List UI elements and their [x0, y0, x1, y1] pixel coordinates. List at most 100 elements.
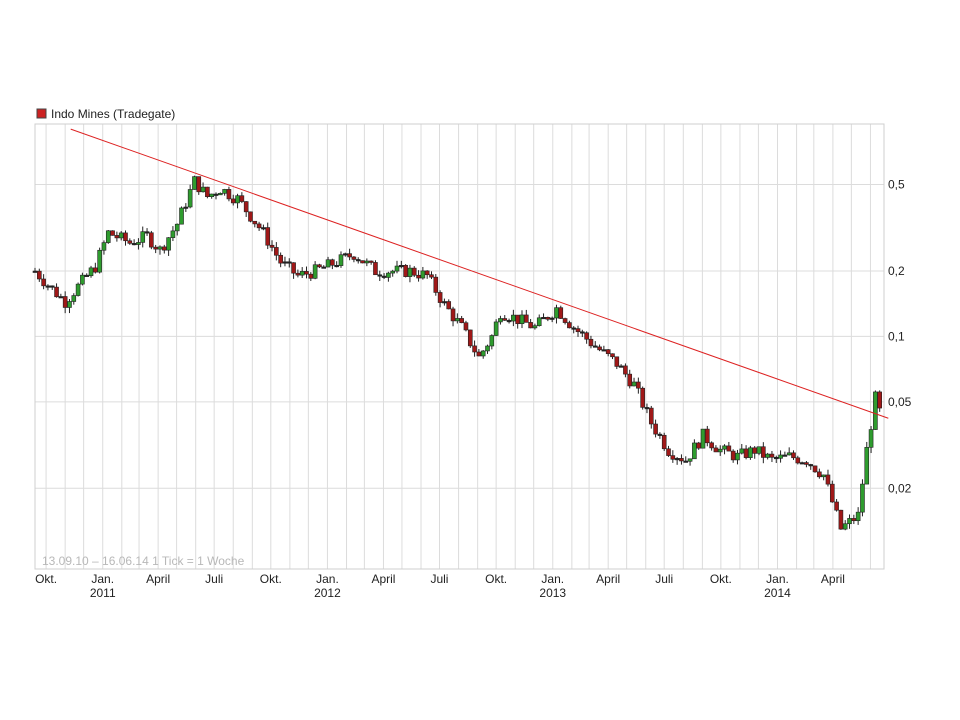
candle-body: [472, 345, 477, 353]
candle-body: [808, 464, 814, 467]
candle-body: [153, 246, 158, 250]
candle-body: [80, 274, 85, 285]
candle-body: [360, 260, 365, 264]
candle-body: [855, 511, 861, 522]
candle-body: [575, 328, 581, 333]
info-text: 13.09.10 – 16.06.14 1 Tick = 1 Woche: [42, 554, 245, 568]
candle-body: [528, 322, 533, 329]
candle-body: [450, 308, 456, 322]
candle-body: [179, 207, 184, 225]
candle-body: [342, 253, 348, 256]
candle-body: [442, 301, 447, 304]
candle-body: [679, 458, 684, 462]
candle-body: [144, 231, 150, 234]
candle-body: [799, 462, 805, 465]
candle-body: [67, 301, 72, 308]
candle-body: [709, 442, 714, 449]
candle-body: [541, 317, 546, 320]
candle-body: [282, 261, 288, 264]
candle-body: [493, 321, 499, 336]
candle-body: [399, 264, 404, 268]
candle-body: [308, 273, 314, 279]
candle-body: [791, 452, 796, 459]
candle-body: [192, 176, 197, 190]
candle-body: [627, 373, 633, 387]
candle-body: [127, 240, 133, 244]
candle-body: [84, 274, 90, 277]
candle-body: [765, 453, 770, 458]
candle-body: [730, 450, 736, 461]
candle-body: [588, 338, 594, 347]
candle-body: [618, 365, 624, 368]
candle-body: [713, 447, 719, 453]
candle-body: [230, 198, 236, 204]
candle-body: [105, 230, 111, 243]
candle-body: [735, 452, 740, 461]
candle-body: [817, 471, 822, 478]
candle-body: [476, 351, 482, 357]
candle-body: [761, 446, 766, 458]
candle-body: [351, 256, 357, 260]
candle-body: [653, 423, 658, 435]
y-tick-label: 0,1: [888, 329, 905, 343]
candle-body: [364, 260, 370, 264]
legend-label: Indo Mines (Tradegate): [51, 107, 175, 121]
candle-body: [265, 227, 271, 246]
candle-body: [166, 237, 171, 251]
candle-body: [114, 235, 120, 239]
candle-body: [304, 271, 309, 275]
candle-body: [424, 270, 430, 276]
candle-body: [312, 264, 318, 279]
candle-body: [743, 448, 749, 458]
candle-body: [49, 285, 55, 288]
candle-body: [687, 458, 693, 462]
candle-body: [657, 433, 663, 436]
candle-body: [416, 274, 421, 279]
candle-body: [386, 272, 391, 278]
candle-body: [149, 232, 154, 248]
candle-body: [786, 452, 792, 456]
candle-body: [631, 381, 637, 387]
candle-body: [459, 318, 464, 324]
candle-body: [157, 246, 163, 250]
candle-body: [101, 242, 107, 251]
x-tick-year-label: 2012: [314, 586, 341, 600]
x-tick-label: April: [371, 572, 395, 586]
x-tick-label: Okt.: [485, 572, 507, 586]
candle-body: [614, 356, 620, 367]
candle-body: [187, 189, 193, 208]
candle-body: [666, 448, 671, 456]
candle-body: [97, 249, 102, 273]
candle-body: [437, 292, 443, 303]
candle-body: [489, 335, 495, 347]
candle-body: [239, 195, 245, 202]
candle-body: [222, 189, 227, 194]
candle-body: [467, 329, 473, 347]
candle-body: [696, 442, 701, 449]
candle-body: [700, 428, 706, 449]
candle-body: [519, 314, 525, 325]
candle-body: [183, 206, 189, 209]
candle-body: [394, 265, 400, 272]
candles: [32, 175, 882, 531]
candle-body: [274, 247, 279, 256]
candle-body: [420, 270, 426, 279]
candle-body: [213, 193, 219, 196]
y-tick-label: 0,02: [888, 481, 912, 495]
candle-body: [170, 230, 176, 238]
candle-body: [584, 332, 589, 340]
x-tick-label: Juli: [205, 572, 223, 586]
candle-body: [511, 314, 516, 322]
candle-body: [32, 270, 38, 273]
candle-body: [670, 455, 676, 460]
x-tick-label: Okt.: [710, 572, 732, 586]
candle-body: [692, 442, 697, 460]
candle-body: [834, 501, 839, 511]
candle-body: [161, 246, 167, 251]
candle-body: [769, 453, 775, 458]
trendline: [70, 128, 889, 419]
x-tick-label: April: [596, 572, 620, 586]
candle-body: [717, 448, 723, 453]
y-tick-label: 0,2: [888, 264, 905, 278]
candle-body: [773, 456, 779, 460]
